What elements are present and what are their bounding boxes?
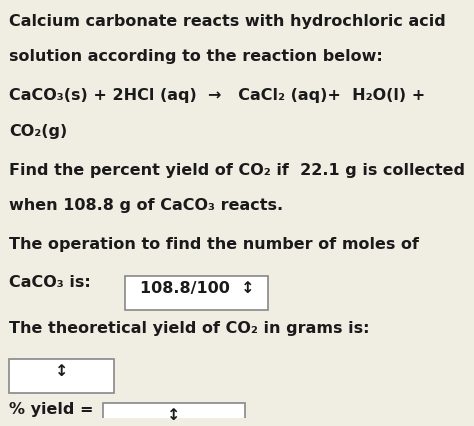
FancyBboxPatch shape [103, 403, 245, 426]
FancyBboxPatch shape [125, 276, 268, 310]
FancyBboxPatch shape [9, 359, 114, 393]
Text: % yield =: % yield = [9, 401, 93, 416]
Text: Calcium carbonate reacts with hydrochloric acid: Calcium carbonate reacts with hydrochlor… [9, 14, 446, 29]
Text: CaCO₃ is:: CaCO₃ is: [9, 274, 91, 289]
Text: ↕: ↕ [55, 363, 68, 378]
Text: CO₂(g): CO₂(g) [9, 124, 67, 138]
Text: when 108.8 g of CaCO₃ reacts.: when 108.8 g of CaCO₃ reacts. [9, 198, 283, 213]
Text: The theoretical yield of CO₂ in grams is:: The theoretical yield of CO₂ in grams is… [9, 320, 369, 335]
Text: Find the percent yield of CO₂ if  22.1 g is collected: Find the percent yield of CO₂ if 22.1 g … [9, 162, 465, 177]
Text: ↕: ↕ [167, 408, 181, 423]
Text: The operation to find the number of moles of: The operation to find the number of mole… [9, 237, 419, 252]
Text: CaCO₃(s) + 2HCl (aq)  →   CaCl₂ (aq)+  H₂O(l) +: CaCO₃(s) + 2HCl (aq) → CaCl₂ (aq)+ H₂O(l… [9, 88, 425, 103]
Text: 108.8/100  ↕: 108.8/100 ↕ [140, 280, 255, 295]
Text: solution according to the reaction below:: solution according to the reaction below… [9, 49, 383, 64]
